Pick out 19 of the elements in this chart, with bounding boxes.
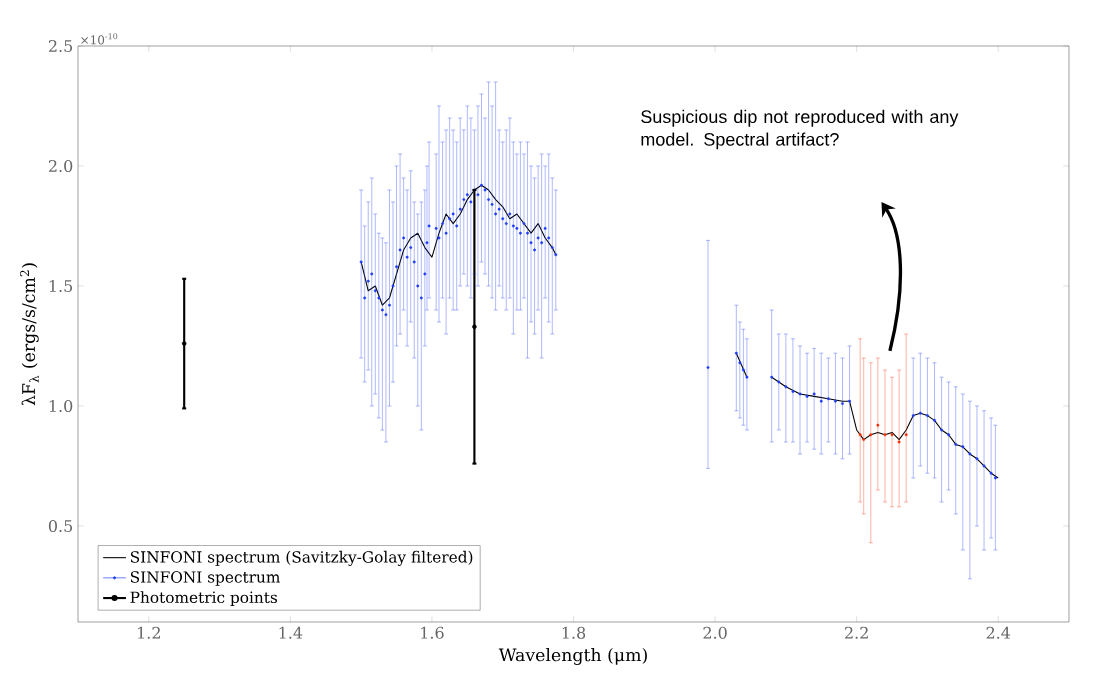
legend-label: SINFONI spectrum (Savitzky-Golay filtered) bbox=[130, 550, 473, 566]
x-tick-label: 1.8 bbox=[562, 626, 586, 639]
y-axis-title: λF$_{λ}$ (ergs/s/cm$^{2}$) bbox=[20, 263, 39, 406]
annotation: Suspicious dip not reproduced with any model. Spectral artifact? bbox=[641, 109, 959, 150]
legend-label: Photometric points bbox=[130, 591, 278, 607]
legend-label: SINFONI spectrum bbox=[130, 571, 281, 586]
y-tick-label: 2.0 bbox=[48, 159, 73, 173]
text: ×10$^{-10}$ bbox=[81, 33, 118, 45]
y-tick-label: 0.5 bbox=[48, 519, 73, 533]
y-tick-label: 1.5 bbox=[49, 279, 73, 293]
x-tick-label: 1.4 bbox=[279, 626, 303, 639]
x-tick-label: 2.0 bbox=[703, 626, 727, 639]
y-tick-label: 1.0 bbox=[49, 399, 73, 413]
x-tick-label: 2.4 bbox=[986, 626, 1011, 639]
x-tick-label: 1.6 bbox=[421, 626, 444, 639]
y-tick-label: 2.5 bbox=[48, 39, 73, 53]
x-tick-label: 1.2 bbox=[138, 626, 160, 639]
x-axis-title: Wavelength (μm) bbox=[498, 647, 647, 665]
x-tick-label: 2.2 bbox=[845, 626, 868, 639]
